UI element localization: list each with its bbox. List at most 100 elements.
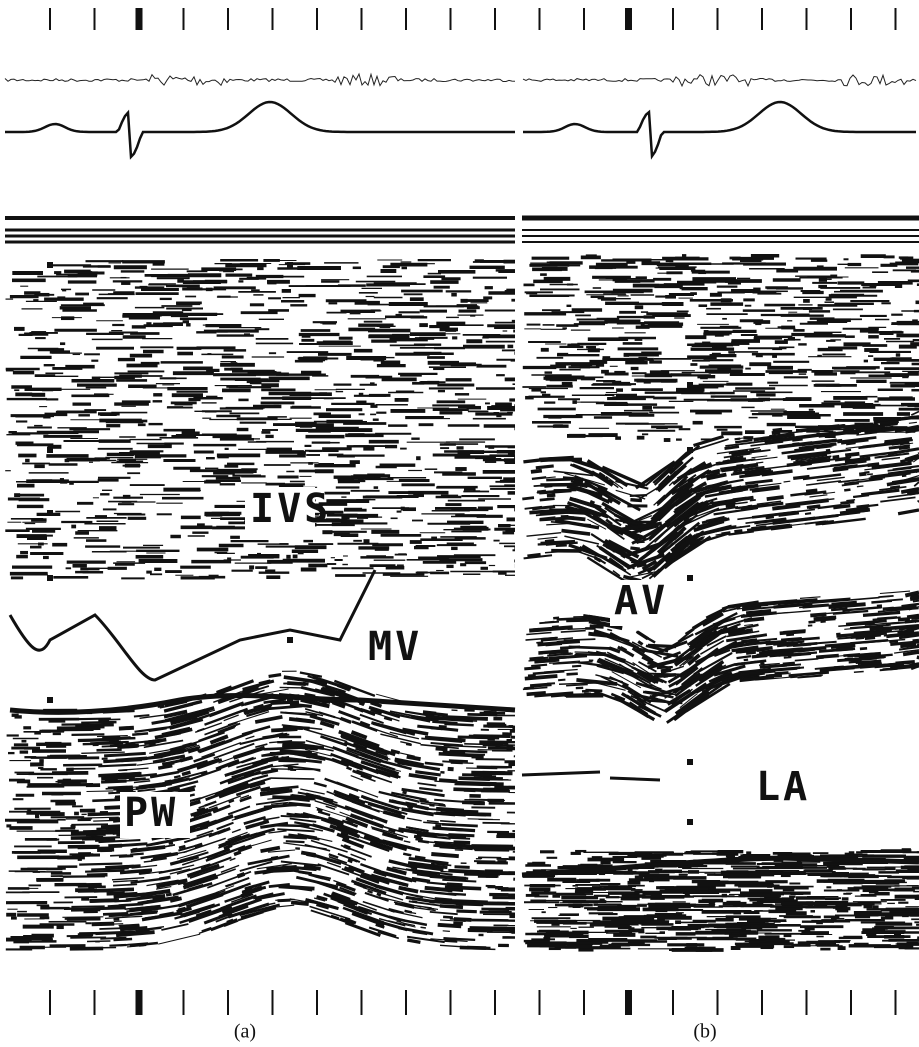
ecg-traces xyxy=(5,74,916,157)
structure-label: AV xyxy=(614,578,668,624)
echo-streak xyxy=(134,781,150,783)
echo-streak xyxy=(744,660,748,661)
echo-streak xyxy=(860,648,867,649)
echo-streak xyxy=(404,841,411,842)
echo-streak xyxy=(443,939,456,940)
depth-marker xyxy=(287,262,293,268)
echo-streak xyxy=(750,500,756,501)
echo-streak xyxy=(546,479,577,480)
time-tick xyxy=(672,990,674,1015)
echo-streak xyxy=(882,458,900,460)
echo-streak xyxy=(557,641,580,643)
echo-streak xyxy=(853,495,869,497)
time-tick xyxy=(450,990,452,1015)
depth-marker xyxy=(287,697,293,703)
time-tick xyxy=(672,8,674,30)
echo-streak xyxy=(468,819,493,820)
echo-streak xyxy=(434,800,465,802)
echo-streak xyxy=(442,880,476,882)
echo-streak xyxy=(567,674,578,675)
time-tick xyxy=(136,990,143,1015)
echo-streak xyxy=(859,474,866,475)
echo-streak xyxy=(846,442,856,443)
echo-streak xyxy=(439,867,448,868)
echo-streak xyxy=(854,672,864,673)
echo-streak xyxy=(428,908,434,909)
echo-streak xyxy=(772,432,780,433)
panel-caption: (a) xyxy=(234,1021,256,1043)
echo-streak xyxy=(532,477,546,479)
echo-streak xyxy=(442,761,454,762)
echo-streak xyxy=(418,783,437,786)
echo-streak xyxy=(867,474,873,475)
depth-marker xyxy=(687,382,693,388)
echo-streak xyxy=(234,852,241,855)
echo-streak xyxy=(97,750,122,751)
echo-streak xyxy=(102,746,130,747)
time-tick xyxy=(583,8,585,30)
echo-streak xyxy=(436,748,448,749)
time-tick xyxy=(94,990,96,1015)
echo-streak xyxy=(137,762,165,766)
echo-streak xyxy=(81,722,116,723)
echo-streak xyxy=(527,554,540,556)
echo-streak xyxy=(766,517,774,518)
echo-streak xyxy=(407,940,420,942)
echo-streak xyxy=(736,465,743,466)
echo-streak xyxy=(347,767,352,769)
time-tick xyxy=(625,8,632,30)
echo-streak xyxy=(464,744,491,745)
echo-streak xyxy=(805,513,811,514)
echo-streak xyxy=(911,412,919,416)
echo-streak xyxy=(527,533,562,537)
echo-streak xyxy=(883,608,894,609)
echo-streak xyxy=(232,829,241,832)
echo-streak xyxy=(900,645,916,646)
echo-streak xyxy=(444,724,473,725)
echo-streak xyxy=(62,917,103,918)
echo-streak xyxy=(810,495,828,497)
echo-streak xyxy=(130,854,144,855)
echo-streak xyxy=(810,614,826,615)
echo-streak xyxy=(522,498,534,499)
echo-streak xyxy=(880,669,898,670)
echo-streak xyxy=(868,464,880,465)
echo-streak xyxy=(752,456,768,458)
echo-streak xyxy=(205,886,244,901)
echo-streak xyxy=(447,813,479,814)
echo-streak xyxy=(197,729,204,731)
echo-streak xyxy=(784,481,791,482)
echo-streak xyxy=(261,848,280,852)
echo-streak xyxy=(439,780,457,781)
echo-streak xyxy=(664,677,668,678)
echo-streak xyxy=(264,747,307,749)
echo-streak xyxy=(525,676,558,679)
echo-streak xyxy=(905,430,919,432)
echo-streak xyxy=(725,447,740,449)
echo-streak xyxy=(290,819,317,822)
echo-streak xyxy=(909,422,917,423)
echo-streak xyxy=(524,668,540,669)
echo-streak xyxy=(747,454,751,455)
echo-streak xyxy=(899,632,911,633)
echo-streak xyxy=(440,821,456,822)
echo-streak xyxy=(531,471,542,472)
echo-streak xyxy=(560,647,580,648)
echo-streak xyxy=(246,736,255,739)
echo-streak xyxy=(132,733,148,734)
echo-streak xyxy=(726,505,735,506)
echo-streak xyxy=(694,436,724,445)
echo-streak xyxy=(884,635,894,636)
time-tick xyxy=(272,8,274,30)
echo-streak xyxy=(538,643,559,645)
echo-streak xyxy=(71,906,104,907)
echo-streak xyxy=(844,490,850,491)
echo-streak xyxy=(832,602,857,604)
echo-streak xyxy=(845,454,859,456)
echo-streak xyxy=(531,665,547,666)
echo-streak xyxy=(431,743,463,745)
depth-marker xyxy=(47,447,53,453)
echo-streak xyxy=(573,616,592,617)
echo-streak xyxy=(202,928,212,931)
echo-streak xyxy=(630,500,642,501)
